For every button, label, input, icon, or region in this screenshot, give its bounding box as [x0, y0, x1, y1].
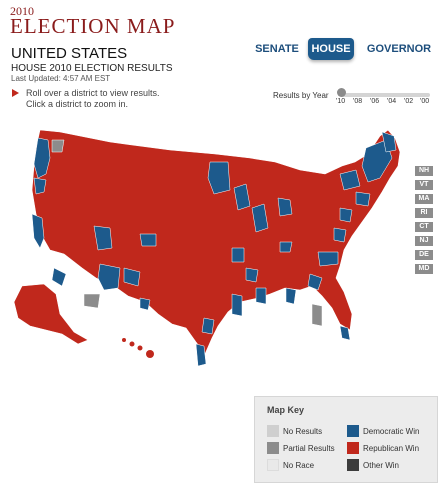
swatch-icon [267, 459, 279, 471]
district-mn[interactable] [207, 161, 231, 195]
small-state-ri[interactable]: RI [415, 208, 433, 218]
key-label: Other Win [363, 461, 400, 470]
small-state-de[interactable]: DE [415, 250, 433, 260]
small-state-nh[interactable]: NH [415, 166, 433, 176]
district-al[interactable] [255, 287, 267, 305]
hint-line-2: Click a district to zoom in. [26, 99, 129, 109]
tab-governor[interactable]: GOVERNOR [366, 43, 432, 55]
race-tabs: SENATE HOUSE GOVERNOR [250, 38, 440, 60]
year-tick[interactable]: '00 [420, 98, 430, 105]
democratic-districts [31, 131, 397, 367]
district-ut-co[interactable] [93, 225, 113, 251]
district-wa-seattle[interactable] [33, 137, 51, 179]
us-district-map[interactable] [0, 118, 445, 388]
district-or-portland[interactable] [33, 177, 47, 195]
swatch-icon [267, 425, 279, 437]
key-label: Partial Results [283, 444, 335, 453]
results-subtitle: HOUSE 2010 ELECTION RESULTS [11, 63, 173, 74]
key-label: Republican Win [363, 444, 420, 453]
district-mo-stl[interactable] [231, 247, 245, 263]
small-state-ma[interactable]: MA [415, 194, 433, 204]
swatch-icon [347, 442, 359, 454]
district-ny-upstate[interactable] [339, 169, 361, 191]
year-tick[interactable]: '06 [370, 98, 380, 105]
district-tx-houston[interactable] [201, 317, 215, 335]
year-tick[interactable]: '10 [336, 98, 346, 105]
small-state-vt[interactable]: VT [415, 180, 433, 190]
district-tx-el-paso[interactable] [139, 297, 151, 311]
swatch-icon [347, 459, 359, 471]
year-tick[interactable]: '04 [387, 98, 397, 105]
title-year: 2010 [10, 4, 34, 18]
district-az-south[interactable] [83, 293, 101, 309]
district-me[interactable] [381, 131, 397, 153]
district-ms[interactable] [231, 293, 243, 317]
district-nc[interactable] [317, 251, 339, 267]
district-wi[interactable] [233, 183, 251, 211]
small-state-ct[interactable]: CT [415, 222, 433, 232]
district-ga-atl[interactable] [285, 287, 297, 305]
district-tx-south[interactable] [195, 343, 207, 367]
year-tick[interactable]: '02 [404, 98, 414, 105]
district-fl-partial[interactable] [311, 303, 323, 327]
district-ky[interactable] [279, 241, 293, 253]
district-il-chicago[interactable] [251, 203, 269, 233]
region-name: UNITED STATES [11, 45, 128, 62]
map-key: Map Key No Results Partial Results No Ra… [254, 396, 438, 483]
district-nm[interactable] [97, 263, 121, 291]
key-label: No Results [283, 427, 323, 436]
last-updated: Last Updated: 4:57 AM EST [11, 74, 111, 83]
map-key-title: Map Key [267, 405, 305, 415]
district-mi-detroit[interactable] [277, 197, 293, 217]
tab-house[interactable]: HOUSE [308, 38, 354, 60]
district-va-dc[interactable] [333, 227, 347, 243]
key-label: Democratic Win [363, 427, 420, 436]
hawaii[interactable] [122, 338, 154, 358]
map-instructions: Roll over a district to view results. Cl… [12, 88, 212, 110]
small-state-md[interactable]: MD [415, 264, 433, 274]
swatch-icon [267, 442, 279, 454]
district-ny-nyc[interactable] [355, 191, 371, 207]
district-ca-la[interactable] [51, 267, 67, 287]
year-tick[interactable]: '08 [353, 98, 363, 105]
district-pa-phila[interactable] [339, 207, 353, 223]
partial-results-districts [51, 139, 323, 327]
year-slider-handle[interactable] [337, 88, 346, 97]
hint-line-1: Roll over a district to view results. [26, 88, 160, 98]
district-sc[interactable] [307, 273, 323, 291]
district-tn-memphis[interactable] [245, 267, 259, 283]
arrow-icon [12, 89, 19, 97]
district-wa-east[interactable] [51, 139, 65, 153]
small-state-nj[interactable]: NJ [415, 236, 433, 246]
results-by-year-label: Results by Year [273, 91, 329, 100]
district-co-denver[interactable] [139, 233, 157, 247]
swatch-icon [347, 425, 359, 437]
tab-senate[interactable]: SENATE [255, 43, 299, 55]
page-title: ELECTION MAP [10, 14, 176, 38]
alaska[interactable] [13, 283, 89, 345]
key-label: No Race [283, 461, 315, 470]
district-ca-north[interactable] [31, 213, 45, 249]
district-fl-south[interactable] [339, 325, 351, 341]
district-az[interactable] [123, 267, 141, 287]
year-slider-track[interactable] [340, 93, 430, 97]
